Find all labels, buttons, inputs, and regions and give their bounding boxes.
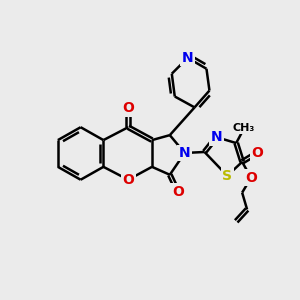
- Text: O: O: [245, 171, 257, 185]
- Text: S: S: [222, 169, 232, 183]
- Text: O: O: [122, 173, 134, 187]
- Text: N: N: [182, 51, 194, 65]
- Text: N: N: [211, 130, 222, 144]
- Text: N: N: [179, 146, 190, 160]
- Text: CH₃: CH₃: [233, 123, 255, 133]
- Text: O: O: [251, 146, 263, 160]
- Text: O: O: [172, 184, 184, 199]
- Text: O: O: [122, 101, 134, 116]
